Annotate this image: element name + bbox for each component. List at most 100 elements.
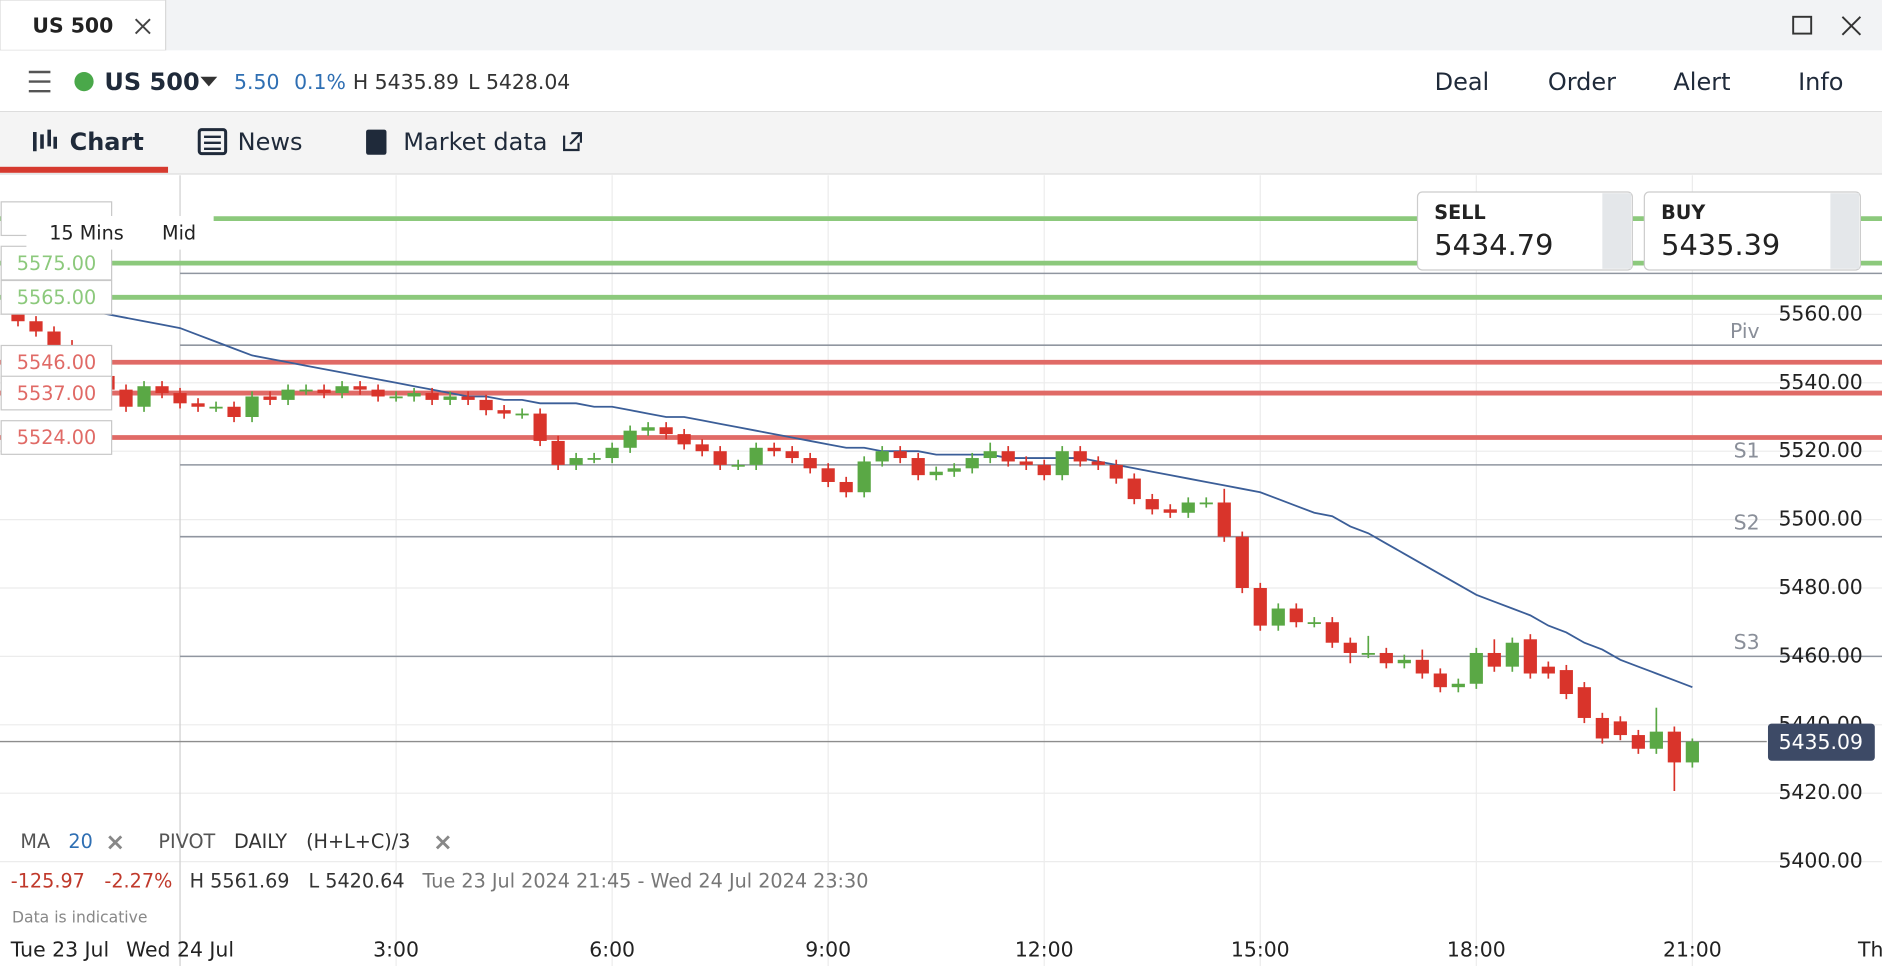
candle-body bbox=[1541, 666, 1555, 674]
candle-body bbox=[911, 458, 925, 476]
window-tab[interactable] bbox=[0, 0, 167, 51]
candle-body bbox=[1073, 451, 1087, 462]
candle-body bbox=[515, 413, 529, 416]
x-tick-label: Wed 24 Jul bbox=[126, 937, 234, 961]
tab[interactable]: News bbox=[238, 128, 303, 156]
maximize-button[interactable] bbox=[1792, 15, 1813, 35]
window-tab-title: US 500 bbox=[32, 13, 113, 37]
y-tick-label: 5560.00 bbox=[1778, 301, 1862, 325]
ma-label: MA bbox=[20, 830, 50, 853]
buy-box-strip bbox=[1830, 193, 1860, 269]
candle-body bbox=[1487, 652, 1501, 667]
interval[interactable]: 15 Mins bbox=[49, 222, 124, 245]
level-label-box bbox=[0, 279, 113, 315]
candle-body bbox=[371, 389, 385, 397]
sell-box[interactable] bbox=[1416, 191, 1633, 271]
candle-body bbox=[767, 447, 781, 452]
candle-body bbox=[1361, 652, 1375, 655]
candle-body bbox=[1325, 622, 1339, 643]
x-start-label: Tue 23 Jul bbox=[10, 937, 109, 961]
news-icon bbox=[197, 128, 228, 156]
y-tick-label: 5480.00 bbox=[1778, 575, 1862, 599]
candle-body bbox=[659, 427, 673, 435]
instrument-name[interactable]: US 500 bbox=[104, 68, 199, 96]
remove-indicator[interactable] bbox=[435, 835, 450, 850]
candle-body bbox=[893, 451, 907, 459]
candle-body bbox=[461, 396, 475, 400]
buy-box[interactable] bbox=[1643, 191, 1861, 271]
period-high: H 5561.69 bbox=[190, 870, 290, 893]
price-type[interactable]: Mid bbox=[162, 222, 196, 245]
action-button[interactable]: Order bbox=[1548, 68, 1616, 96]
change: 5.50 bbox=[234, 70, 279, 94]
candle-body bbox=[29, 321, 43, 332]
candle-body bbox=[587, 458, 601, 460]
level-label: 5575.00 bbox=[17, 252, 96, 275]
candle-body bbox=[839, 481, 853, 493]
period-range: Tue 23 Jul 2024 21:45 - Wed 24 Jul 2024 … bbox=[421, 870, 868, 893]
chart-icon bbox=[33, 129, 58, 152]
candle-body bbox=[533, 413, 547, 441]
level-label: 5537.00 bbox=[17, 382, 96, 405]
candle-body bbox=[965, 458, 979, 469]
pivot-label: S3 bbox=[1734, 630, 1760, 654]
action-button[interactable]: Info bbox=[1798, 68, 1843, 96]
candle-body bbox=[1019, 461, 1033, 465]
action-button[interactable]: Alert bbox=[1673, 68, 1730, 96]
candle-body bbox=[1271, 608, 1285, 626]
level-label-box bbox=[0, 344, 113, 380]
candle-body bbox=[677, 434, 691, 445]
candle-body bbox=[1667, 731, 1681, 763]
remove-indicator[interactable] bbox=[108, 835, 123, 850]
candle-body bbox=[11, 310, 25, 322]
y-tick-label: 5460.00 bbox=[1778, 643, 1862, 667]
buy-label: BUY bbox=[1661, 201, 1706, 224]
candle-body bbox=[1451, 683, 1465, 688]
sell-box-strip bbox=[1602, 193, 1632, 269]
y-tick-label: 5420.00 bbox=[1778, 780, 1862, 804]
candle-body bbox=[1235, 536, 1249, 588]
pivot-label: S2 bbox=[1734, 511, 1760, 535]
candle-body bbox=[1109, 464, 1123, 479]
candle-body bbox=[983, 451, 997, 459]
tab[interactable]: Chart bbox=[70, 128, 144, 156]
candle-body bbox=[227, 406, 241, 417]
close-button[interactable] bbox=[1841, 16, 1862, 36]
menu-icon[interactable] bbox=[28, 70, 51, 93]
last-price-box bbox=[1767, 723, 1875, 761]
candle-body bbox=[713, 451, 727, 465]
pivot-label: Piv bbox=[1730, 319, 1760, 343]
candle-body bbox=[1397, 659, 1411, 664]
candle-body bbox=[1595, 717, 1609, 739]
candle-body bbox=[1343, 642, 1357, 653]
tab-close[interactable] bbox=[134, 18, 151, 35]
candle-body bbox=[1505, 642, 1519, 667]
sell-price: 5434.79 bbox=[1434, 228, 1553, 262]
candle-body bbox=[803, 458, 817, 469]
x-tick-label: 9:00 bbox=[805, 937, 851, 961]
candle-body bbox=[1217, 502, 1231, 537]
candle-body bbox=[857, 461, 871, 493]
candle-body bbox=[479, 399, 493, 411]
tab[interactable]: Market data bbox=[403, 128, 547, 156]
day-low: L 5428.04 bbox=[468, 70, 570, 94]
pivot-period: DAILY bbox=[234, 830, 287, 853]
instrument-dropdown[interactable] bbox=[200, 76, 218, 87]
period-change: -125.97 bbox=[11, 870, 85, 893]
day-high: H 5435.89 bbox=[353, 70, 459, 94]
candle-body bbox=[1055, 451, 1069, 476]
last-price-label: 5435.09 bbox=[1779, 730, 1863, 754]
candle-body bbox=[1145, 499, 1159, 510]
candle-body bbox=[1577, 687, 1591, 718]
candle-body bbox=[353, 386, 367, 390]
action-button[interactable]: Deal bbox=[1435, 68, 1490, 96]
candle-body bbox=[947, 468, 961, 472]
market-data-icon bbox=[366, 129, 387, 155]
candle-body bbox=[407, 393, 421, 397]
x-end-label: Th bbox=[1857, 937, 1882, 961]
pivot-label: S1 bbox=[1734, 439, 1760, 463]
y-tick-label: 5400.00 bbox=[1778, 849, 1862, 873]
candle-body bbox=[191, 403, 205, 407]
candle-body bbox=[641, 427, 655, 431]
